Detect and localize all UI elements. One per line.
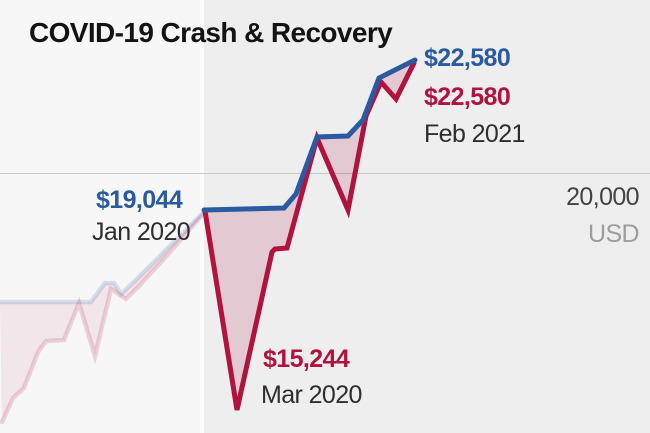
blue-line — [201, 57, 418, 213]
axis-unit-label: USD — [588, 220, 640, 248]
background-main — [204, 0, 650, 433]
low-date-label: Mar 2020 — [261, 381, 362, 409]
end-date-label: Feb 2021 — [424, 120, 525, 148]
faded-area-fill — [0, 212, 204, 422]
background-pre-2020 — [0, 0, 200, 433]
chart-title: COVID-19 Crash & Recovery — [29, 17, 393, 48]
faded-red-line — [0, 210, 207, 425]
end-value-red-label: $22,580 — [424, 83, 511, 111]
background-divider — [200, 0, 204, 433]
faded-blue-line — [0, 209, 207, 305]
gridline-20000 — [0, 173, 650, 174]
end-value-blue-label: $22,580 — [424, 44, 511, 72]
start-date-label: Jan 2020 — [92, 218, 191, 246]
low-value-label: $15,244 — [263, 345, 350, 373]
start-value-label: $19,044 — [96, 186, 183, 214]
axis-value-label: 20,000 — [566, 183, 639, 211]
